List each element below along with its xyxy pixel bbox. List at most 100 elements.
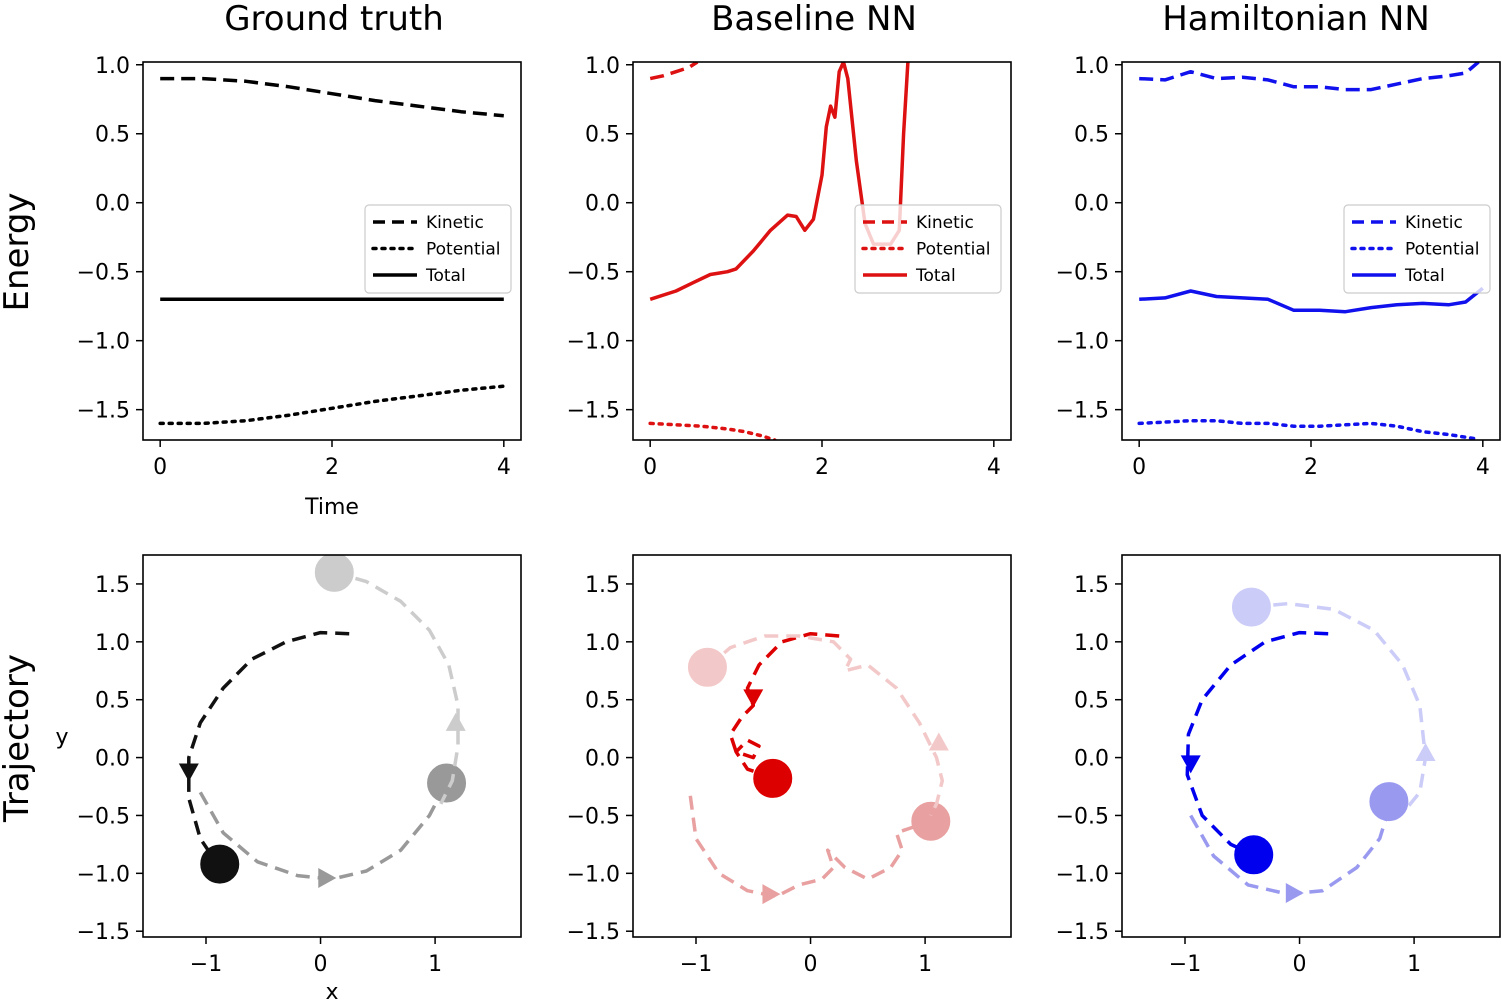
x-tick-label: 0 — [643, 455, 657, 480]
y-tick-label: −0.5 — [77, 804, 130, 829]
legend-label-kinetic: Kinetic — [1405, 213, 1463, 233]
x-axis-label: x — [325, 980, 338, 1000]
plot-area — [178, 555, 467, 888]
legend: Kinetic Potential Total — [1343, 204, 1491, 294]
y-tick-label: 0.5 — [585, 689, 620, 714]
legend-frame — [364, 204, 512, 294]
legend: Kinetic Potential Total — [364, 204, 512, 294]
row-label-trajectory: Trajectory — [0, 654, 37, 823]
trajectory-body-1 — [187, 630, 350, 866]
y-tick-label: −1.5 — [77, 399, 130, 424]
plot-area — [687, 631, 951, 905]
x-tick-label: 4 — [497, 455, 511, 480]
y-tick-label: 0.5 — [1074, 689, 1109, 714]
direction-marker-body-2 — [762, 884, 781, 905]
trajectory-body-2 — [1189, 801, 1393, 896]
x-axis-label: Time — [304, 495, 359, 520]
row-label-energy: Energy — [0, 192, 37, 311]
x-tick-label: 1 — [918, 952, 932, 977]
y-tick-label: −1.0 — [77, 862, 130, 887]
column-titles: Ground truth Baseline NN Hamiltonian NN — [224, 0, 1430, 39]
body-body-1 — [753, 758, 793, 798]
axes-frame — [632, 61, 1012, 441]
x-tick-label: 0 — [153, 455, 167, 480]
y-tick-label: −1.5 — [1056, 399, 1109, 424]
series-potential — [158, 384, 506, 426]
trajectory-body-1 — [1185, 630, 1329, 857]
panel-energy-ground-truth: 0 2 4 1.0 0.5 0.0 −0.5 −1.0 −1.5 Time Kinetic Poten… — [77, 54, 522, 520]
plot-area — [158, 76, 506, 426]
panel-trajectory-baseline: −1 0 1 1.5 1.0 0.5 0.0 −0.5 −1.0 −1.5 — [567, 554, 1012, 977]
y-tick-label: −1.5 — [567, 920, 620, 945]
legend-label-kinetic: Kinetic — [426, 213, 484, 233]
y-tick-label: −0.5 — [1056, 804, 1109, 829]
series-kinetic — [1139, 62, 1480, 92]
y-tick-label: 0.0 — [1074, 747, 1109, 772]
x-tick-label: −1 — [680, 952, 712, 977]
y-tick-label: −1.5 — [1056, 920, 1109, 945]
body-body-3 — [314, 555, 354, 592]
y-tick-label: 0.0 — [1074, 192, 1109, 217]
direction-marker-body-1 — [1180, 755, 1201, 774]
y-tick-label: −0.5 — [567, 804, 620, 829]
legend-frame — [854, 204, 1002, 294]
direction-marker-body-2 — [1285, 883, 1304, 904]
legend: Kinetic Potential Total — [854, 204, 1002, 294]
y-tick-label: 0.5 — [95, 123, 130, 148]
y-tick-label: 1.0 — [585, 631, 620, 656]
y-tick-label: −1.5 — [567, 399, 620, 424]
y-tick-label: 1.5 — [1074, 573, 1109, 598]
legend-label-potential: Potential — [1405, 240, 1479, 260]
plot-area — [1180, 587, 1436, 904]
axes-frame — [142, 554, 522, 938]
series-potential — [648, 421, 777, 440]
x-tick-label: −1 — [190, 952, 222, 977]
x-tick-label: 0 — [804, 952, 818, 977]
y-tick-label: −1.5 — [77, 920, 130, 945]
x-tick-label: 0 — [1132, 455, 1146, 480]
direction-marker-body-3 — [928, 732, 949, 751]
direction-marker-body-3 — [1415, 742, 1436, 761]
direction-marker-body-3 — [445, 712, 466, 731]
axes-frame — [632, 554, 1012, 938]
y-tick-label: −0.5 — [77, 261, 130, 286]
body-body-2 — [1369, 782, 1409, 822]
y-tick-label: 0.0 — [585, 192, 620, 217]
direction-marker-body-1 — [178, 763, 199, 782]
legend-label-potential: Potential — [426, 240, 500, 260]
plot-area — [1137, 62, 1484, 440]
body-body-3 — [1231, 587, 1271, 627]
x-tick-label: 4 — [1476, 455, 1490, 480]
legend-label-potential: Potential — [916, 240, 990, 260]
y-tick-label: 1.5 — [585, 573, 620, 598]
legend-label-total: Total — [915, 266, 956, 286]
axes-frame — [142, 61, 522, 441]
y-tick-label: −1.0 — [567, 862, 620, 887]
y-tick-label: −1.0 — [1056, 330, 1109, 355]
axes-frame — [1121, 61, 1501, 441]
trajectory-body-3 — [706, 634, 945, 817]
col-title-baseline-nn: Baseline NN — [711, 0, 917, 39]
y-tick-label: 1.0 — [1074, 631, 1109, 656]
x-tick-label: 4 — [987, 455, 1001, 480]
x-tick-label: 0 — [1293, 952, 1307, 977]
trajectory-body-2 — [688, 795, 932, 899]
legend-label-total: Total — [1404, 266, 1445, 286]
panel-trajectory-ground-truth: −1 0 1 1.5 1.0 0.5 0.0 −0.5 −1.0 −1.5 x y — [55, 554, 522, 1000]
body-body-1 — [200, 844, 240, 884]
y-tick-label: −1.0 — [1056, 862, 1109, 887]
series-kinetic — [649, 62, 699, 81]
y-tick-label: 0.5 — [1074, 123, 1109, 148]
y-tick-label: −1.0 — [567, 330, 620, 355]
y-tick-label: 1.0 — [585, 54, 620, 79]
legend-label-kinetic: Kinetic — [916, 213, 974, 233]
x-tick-label: 2 — [1304, 455, 1318, 480]
y-tick-label: −0.5 — [567, 261, 620, 286]
body-body-3 — [687, 647, 727, 687]
series-total — [1139, 286, 1484, 314]
panel-energy-baseline: 0 2 4 1.0 0.5 0.0 −0.5 −1.0 −1.5 Kinetic Potential… — [567, 54, 1012, 480]
axes-frame — [1121, 554, 1501, 938]
trajectory-body-2 — [198, 782, 449, 881]
direction-marker-body-2 — [318, 867, 337, 888]
